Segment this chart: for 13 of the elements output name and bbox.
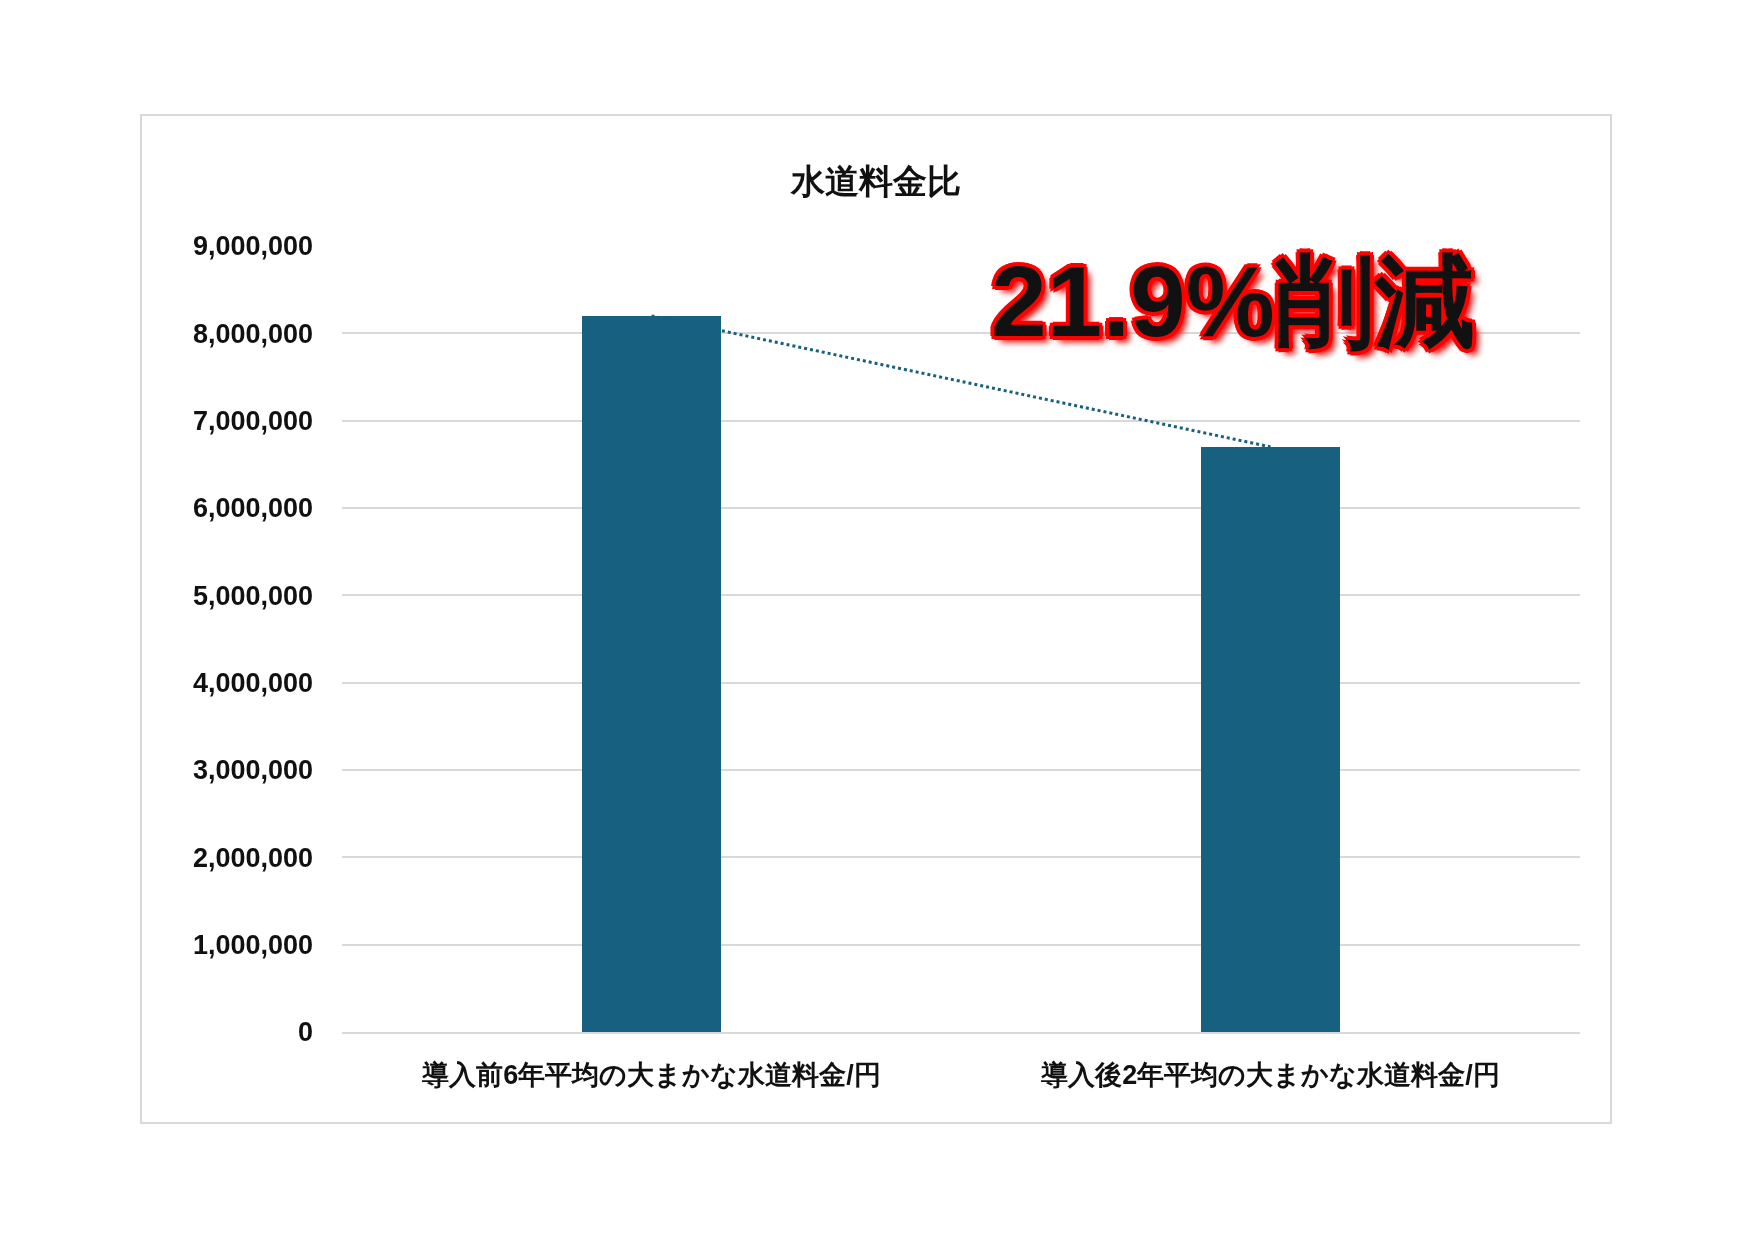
x-tick-label: 導入前6年平均の大まかな水道料金/円	[421, 1060, 881, 1091]
y-tick-label: 9,000,000	[192, 231, 313, 262]
y-tick-label: 4,000,000	[192, 668, 313, 699]
y-tick-label: 8,000,000	[192, 318, 313, 349]
y-tick-label: 0	[297, 1017, 313, 1048]
y-tick-label: 5,000,000	[192, 580, 313, 611]
y-tick-label: 3,000,000	[192, 755, 313, 786]
y-tick-label: 2,000,000	[192, 842, 313, 873]
chart-title: 水道料金比	[790, 162, 961, 201]
y-tick-label: 1,000,000	[192, 930, 313, 961]
y-tick-label: 6,000,000	[192, 493, 313, 524]
y-tick-label: 7,000,000	[192, 406, 313, 437]
x-tick-label: 導入後2年平均の大まかな水道料金/円	[1040, 1060, 1500, 1091]
